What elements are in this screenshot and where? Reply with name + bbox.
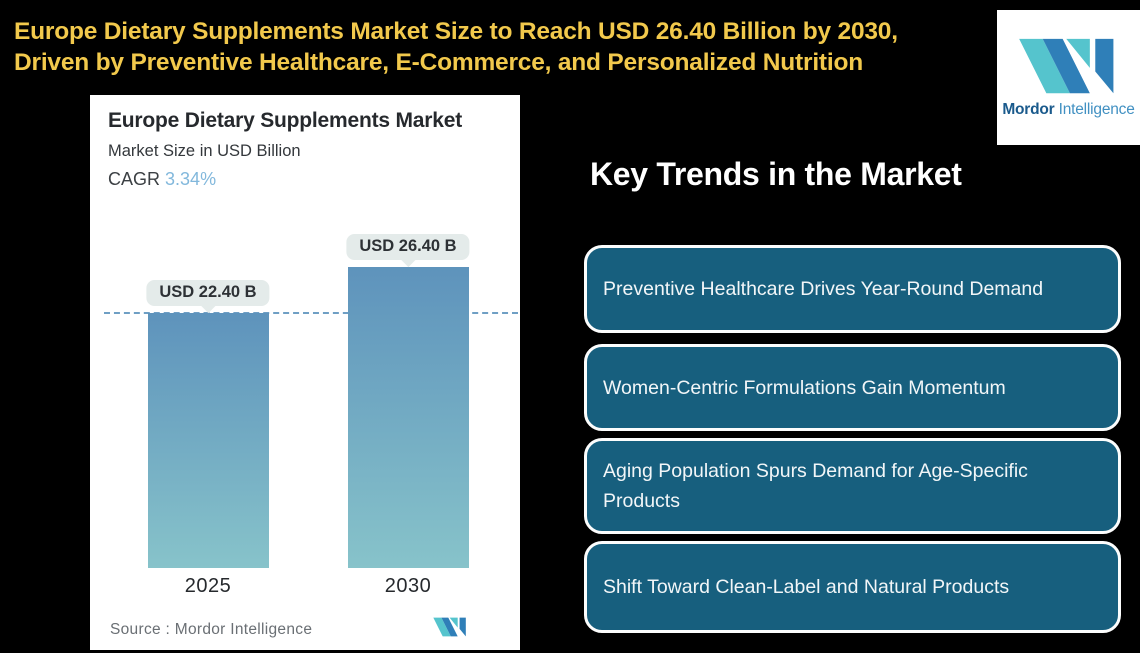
cagr-label: CAGR [108,169,161,189]
page-title-line2: Driven by Preventive Healthcare, E-Comme… [14,49,864,76]
mordor-intelligence-logo-icon [1017,37,1121,95]
trend-box-3: Aging Population Spurs Demand for Age-Sp… [584,438,1121,534]
category-label: 2030 [384,575,432,597]
brand-word-intelligence: Intelligence [1058,100,1135,118]
reference-dashed-line [104,311,518,314]
brand-logo: Mordor Intelligence [997,10,1140,145]
brand-wordmark: Mordor Intelligence [1002,100,1135,119]
page-title: Europe Dietary Supplements Market Size t… [14,16,994,78]
chart-cagr: CAGR 3.34% [108,169,216,190]
trend-box-label: Women-Centric Formulations Gain Momentum [603,376,1006,399]
bar-value-label: USD 26.40 B [346,234,470,260]
brand-word-mordor: Mordor [1002,100,1055,118]
trend-box-label: Preventive Healthcare Drives Year-Round … [603,278,1044,300]
chart-card: Europe Dietary Supplements Market Market… [90,95,520,650]
trend-box-label: Aging Population Spurs Demand for Age-Sp… [603,460,1028,512]
bar-value-label: USD 22.40 B [146,279,270,306]
trend-box-2: Women-Centric Formulations Gain Momentum [584,344,1121,431]
trend-box-4: Shift Toward Clean-Label and Natural Pro… [584,541,1121,633]
bar-2025 [147,312,269,568]
trend-box-1: Preventive Healthcare Drives Year-Round … [584,245,1121,333]
bar-2030 [347,267,469,568]
cagr-value: 3.34% [165,169,217,189]
key-trends-heading: Key Trends in the Market [590,156,962,192]
trend-box-label: Shift Toward Clean-Label and Natural Pro… [603,576,1010,598]
chart-title: Europe Dietary Supplements Market [108,109,462,132]
mordor-intelligence-mini-logo-icon [433,617,468,642]
source-note: Source : Mordor Intelligence [110,621,313,638]
page-title-line1: Europe Dietary Supplements Market Size t… [14,18,898,45]
category-label: 2025 [184,575,232,597]
chart-subtitle: Market Size in USD Billion [108,142,301,160]
